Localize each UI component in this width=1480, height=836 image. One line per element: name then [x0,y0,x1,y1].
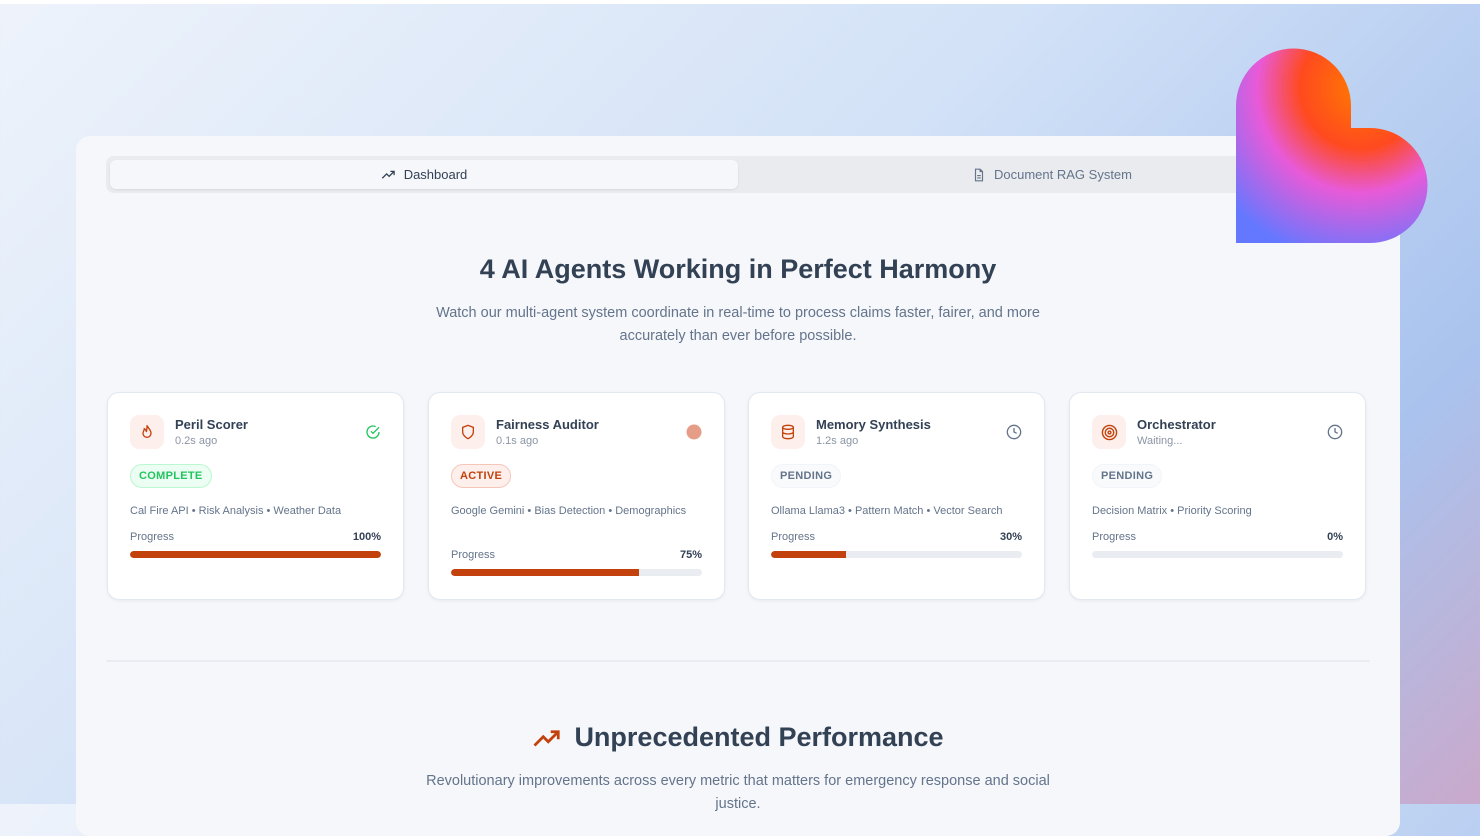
agent-time: 0.2s ago [175,435,218,447]
tab-bar: Dashboard Document RAG System [106,156,1370,193]
agent-card-fairness-auditor: Fairness Auditor 0.1s ago ACTIVE Google … [428,392,725,600]
top-strip [0,0,1480,4]
clock-icon [1327,424,1343,440]
progress-bar [771,551,1022,558]
progress-fill [451,569,640,576]
agent-name: Orchestrator [1137,417,1216,432]
check-circle-icon [366,425,380,439]
agent-time: 1.2s ago [816,435,859,447]
trending-up-icon [533,729,561,746]
progress-label: Progress [1092,531,1137,543]
database-icon [782,424,794,440]
performance-subtitle: Revolutionary improvements across every … [426,773,1050,812]
progress-fill [130,551,381,558]
performance-title-text: Unprecedented Performance [574,722,944,752]
status-badge: ACTIVE [451,464,512,488]
agent-capabilities: Decision Matrix • Priority Scoring [1092,505,1252,517]
agent-card-memory-synthesis: Memory Synthesis 1.2s ago PENDING Ollama… [748,392,1045,600]
agent-capabilities: Ollama Llama3 • Pattern Match • Vector S… [771,505,1003,517]
performance-title: Unprecedented Performance [76,722,1400,753]
tab-document-rag[interactable]: Document RAG System [738,160,1366,189]
status-badge: PENDING [771,464,842,488]
file-text-icon [974,168,984,181]
progress-fill [771,551,847,558]
agent-card-orchestrator: Orchestrator Waiting... PENDING Decision… [1069,392,1366,600]
section-divider [106,660,1370,662]
agent-capabilities: Google Gemini • Bias Detection • Demogra… [451,505,687,517]
trending-up-icon [381,170,395,179]
shield-icon [462,424,474,440]
progress-label: Progress [130,531,175,543]
status-badge: COMPLETE [130,464,212,488]
pulse-dot-icon [686,424,702,440]
status-badge: PENDING [1092,464,1163,488]
clock-icon [1006,424,1022,440]
agent-name: Memory Synthesis [816,417,931,432]
progress-bar [451,569,702,576]
progress-label: Progress [771,531,816,543]
agent-time: 0.1s ago [496,435,539,447]
progress-value: 30% [999,531,1022,543]
progress-label: Progress [451,549,496,561]
flame-icon [142,425,152,438]
agent-name: Fairness Auditor [496,417,599,432]
page-subtitle: Watch our multi-agent system coordinate … [436,305,1040,344]
main-panel: Dashboard Document RAG System 4 AI Agent… [76,136,1400,836]
progress-bar [1092,551,1343,558]
heart-logo-icon [1236,48,1428,243]
agent-time: Waiting... [1137,435,1183,447]
tab-label: Dashboard [403,167,468,182]
progress-value: 75% [679,549,702,561]
target-icon [1101,424,1117,440]
tab-dashboard[interactable]: Dashboard [110,160,738,189]
progress-value: 0% [1327,531,1343,543]
progress-bar [130,551,381,558]
agent-card-peril-scorer: Peril Scorer 0.2s ago COMPLETE Cal Fire … [107,392,404,600]
agent-capabilities: Cal Fire API • Risk Analysis • Weather D… [130,505,342,517]
agent-name: Peril Scorer [175,417,248,432]
progress-value: 100% [352,531,381,543]
tab-label: Document RAG System [994,167,1132,182]
page-title: 4 AI Agents Working in Perfect Harmony [479,254,997,284]
